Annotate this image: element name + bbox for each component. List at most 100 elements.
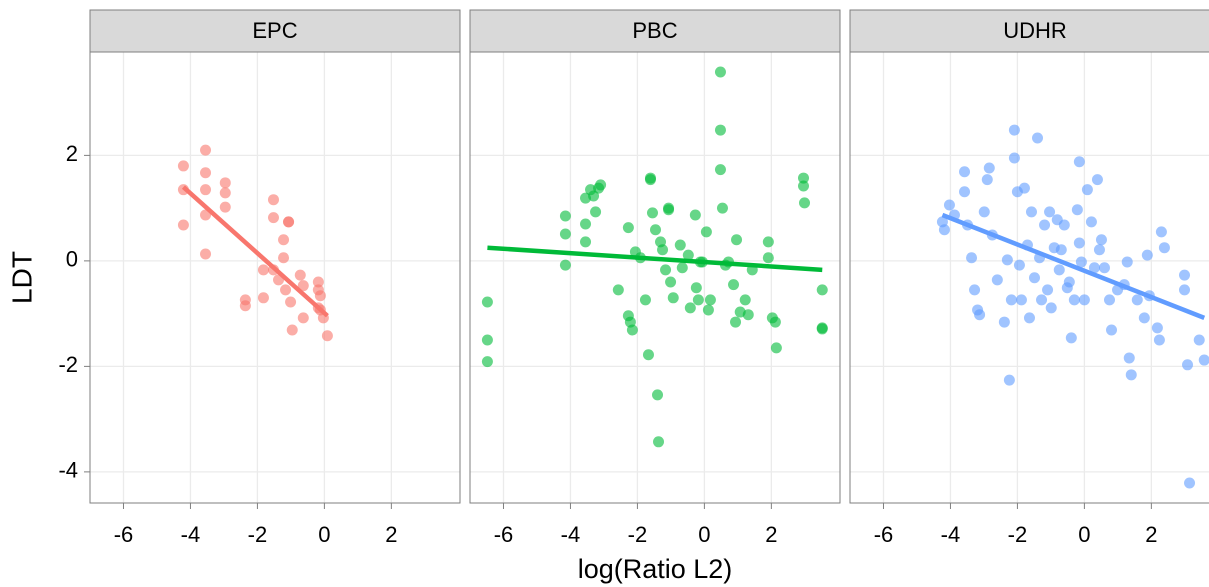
point [646, 207, 658, 219]
point [657, 244, 669, 256]
point [1184, 477, 1196, 489]
point [200, 144, 212, 156]
point [1138, 312, 1150, 324]
point [674, 239, 686, 251]
point [1068, 294, 1080, 306]
point [219, 187, 231, 199]
point [739, 294, 751, 306]
point [714, 164, 726, 176]
point [267, 194, 279, 206]
point [1153, 334, 1165, 346]
point [1025, 206, 1037, 218]
point [1013, 259, 1025, 271]
facet-title: EPC [252, 18, 297, 43]
point [714, 124, 726, 136]
point [1032, 132, 1044, 144]
facet-title: UDHR [1003, 18, 1067, 43]
x-tick-label: 2 [385, 522, 397, 547]
point [267, 212, 279, 224]
point [1073, 156, 1085, 168]
x-tick-label: -2 [1008, 522, 1028, 547]
x-tick-label: -2 [628, 522, 648, 547]
point [676, 262, 688, 274]
point [285, 296, 297, 308]
point [1198, 354, 1209, 366]
panel [470, 52, 840, 503]
x-tick-label: 0 [698, 522, 710, 547]
x-tick-label: -6 [114, 522, 134, 547]
point [481, 356, 493, 368]
point [1131, 294, 1143, 306]
point [1078, 294, 1090, 306]
point [1095, 234, 1107, 246]
point [742, 309, 754, 321]
point [1151, 322, 1163, 334]
point [1179, 284, 1191, 296]
point [704, 294, 716, 306]
point [798, 180, 810, 192]
point [974, 309, 986, 321]
point [1141, 249, 1153, 261]
point [959, 166, 971, 178]
point [1001, 254, 1013, 266]
point [639, 294, 651, 306]
point [644, 172, 656, 184]
point [731, 234, 743, 246]
point [1098, 262, 1110, 274]
point [1081, 184, 1093, 196]
point [314, 290, 326, 302]
point [1063, 276, 1075, 288]
point [200, 248, 212, 260]
panel-border [89, 51, 461, 504]
point [1055, 244, 1067, 256]
x-tick-label: -4 [941, 522, 961, 547]
point [1123, 352, 1135, 364]
point [728, 279, 740, 291]
point [652, 389, 664, 401]
x-tick-label: 2 [1145, 522, 1157, 547]
strip [89, 9, 461, 53]
point [239, 300, 251, 312]
point [653, 436, 665, 448]
point [969, 284, 981, 296]
point [1158, 242, 1170, 254]
point [1058, 219, 1070, 231]
point [1179, 269, 1191, 281]
point [278, 252, 290, 264]
point [684, 302, 696, 314]
y-tick-label: -4 [58, 458, 78, 483]
strip [849, 9, 1209, 53]
point [595, 179, 607, 191]
point [177, 219, 189, 231]
point [690, 282, 702, 294]
y-tick-label: -2 [58, 352, 78, 377]
facet-title: PBC [632, 18, 677, 43]
strip [469, 9, 841, 53]
point [257, 292, 269, 304]
point [1091, 174, 1103, 186]
point [730, 316, 742, 328]
point [1008, 124, 1020, 136]
point [278, 234, 290, 246]
point [297, 312, 309, 324]
point [283, 216, 295, 228]
point [966, 252, 978, 264]
point [219, 177, 231, 189]
point [280, 284, 292, 296]
point [716, 202, 728, 214]
point [665, 276, 677, 288]
point [983, 162, 995, 174]
x-tick-label: 2 [765, 522, 777, 547]
point [1121, 256, 1133, 268]
point [1088, 262, 1100, 274]
point [1065, 332, 1077, 344]
point [943, 199, 955, 211]
x-tick-label: -4 [181, 522, 201, 547]
x-tick-label: 0 [318, 522, 330, 547]
point [1036, 294, 1048, 306]
point [219, 201, 231, 213]
point [481, 334, 493, 346]
point [762, 236, 774, 248]
point [294, 269, 306, 281]
